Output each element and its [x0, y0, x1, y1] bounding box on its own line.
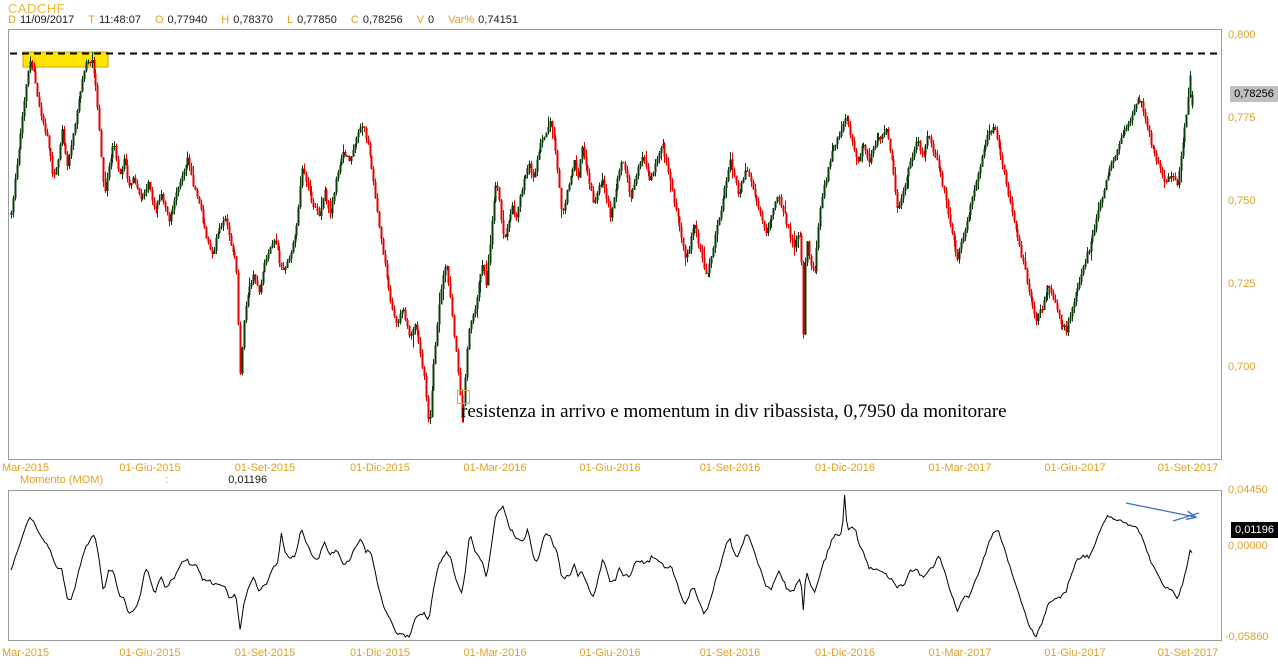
price-axis-label: 0,800	[1228, 29, 1256, 41]
up-bar-bodies	[10, 60, 1194, 419]
price-chart-panel[interactable]	[8, 29, 1222, 460]
ohlc-status-bar: D 11/09/2017 T 11:48:07 O 0,77940 H 0,78370 …	[8, 14, 518, 26]
divergence-trendline[interactable]	[1172, 512, 1200, 522]
price-axis-label: 0,775	[1228, 112, 1256, 124]
field-low: L 0,77850	[287, 14, 337, 26]
x-axis-label: 01-Giu-2015	[119, 462, 181, 474]
x-axis-label: 01-Dic-2016	[815, 647, 875, 659]
price-axis-label: 0,725	[1228, 278, 1256, 290]
annotation-anchor-square[interactable]	[457, 390, 470, 404]
x-axis-label: 01-Set-2016	[699, 647, 761, 659]
down-bar-bodies	[31, 60, 1179, 419]
divergence-arrow[interactable]	[1125, 502, 1195, 517]
x-axis-label: 01-Set-2017	[1157, 462, 1219, 474]
price-axis-label: 0,700	[1228, 361, 1256, 373]
x-axis-label: 01-Dic-2015	[350, 647, 410, 659]
field-close: C 0,78256	[350, 14, 403, 26]
x-axis-label: 01-Giu-2016	[579, 647, 641, 659]
x-axis-label: 01-Mar-2017	[928, 647, 992, 659]
momentum-label: Momento (MOM)	[20, 474, 104, 486]
momentum-value: 0,01196	[228, 474, 268, 486]
x-axis-label: 01-Set-2016	[699, 462, 761, 474]
field-time: T 11:48:07	[88, 14, 141, 26]
x-axis-label: 01-Giu-2015	[119, 647, 181, 659]
up-bar-wicks	[11, 51, 1193, 425]
x-axis-label: 01-Set-2015	[234, 462, 296, 474]
down-bar-wicks	[32, 57, 1178, 423]
x-axis-label: Mar-2015	[2, 462, 50, 474]
x-axis-label: 01-Mar-2016	[463, 647, 527, 659]
current-price-badge: 0,78256	[1230, 86, 1278, 102]
momentum-indicator-header: Momento (MOM) : 0,01196	[20, 474, 267, 486]
price-chart-canvas[interactable]	[9, 30, 1221, 459]
x-axis-label: 01-Set-2015	[234, 647, 296, 659]
field-date: D 11/09/2017	[8, 14, 75, 26]
momentum-panel[interactable]	[8, 490, 1222, 641]
x-axis-label: 01-Set-2017	[1157, 647, 1219, 659]
current-momentum-badge: 0,01196	[1231, 522, 1278, 538]
x-axis-label: 01-Giu-2017	[1044, 647, 1106, 659]
mom-axis-max: 0,04450	[1228, 484, 1268, 496]
x-axis-label: 01-Giu-2016	[579, 462, 641, 474]
momentum-separator: :	[165, 474, 169, 486]
mom-axis-min: -0,05860	[1225, 631, 1269, 643]
price-axis-label: 0,750	[1228, 195, 1256, 207]
mom-axis-zero: 0,00000	[1228, 540, 1268, 552]
x-axis-label: 01-Giu-2017	[1044, 462, 1106, 474]
field-high: H 0,78370	[221, 14, 273, 26]
x-axis-label: 01-Dic-2015	[350, 462, 410, 474]
x-axis-label: 01-Mar-2016	[463, 462, 527, 474]
x-axis-label: 01-Mar-2017	[928, 462, 992, 474]
field-open: O 0,77940	[154, 14, 208, 26]
symbol-title: CADCHF	[8, 1, 66, 16]
resistance-annotation-text: resistenza in arrivo e momentum in div r…	[461, 401, 1007, 422]
x-axis-label: Mar-2015	[2, 647, 50, 659]
field-var-percent: Var% 0,74151	[448, 14, 518, 26]
momentum-line	[10, 494, 1193, 638]
x-axis-label: 01-Dic-2016	[815, 462, 875, 474]
momentum-canvas[interactable]	[9, 491, 1221, 640]
